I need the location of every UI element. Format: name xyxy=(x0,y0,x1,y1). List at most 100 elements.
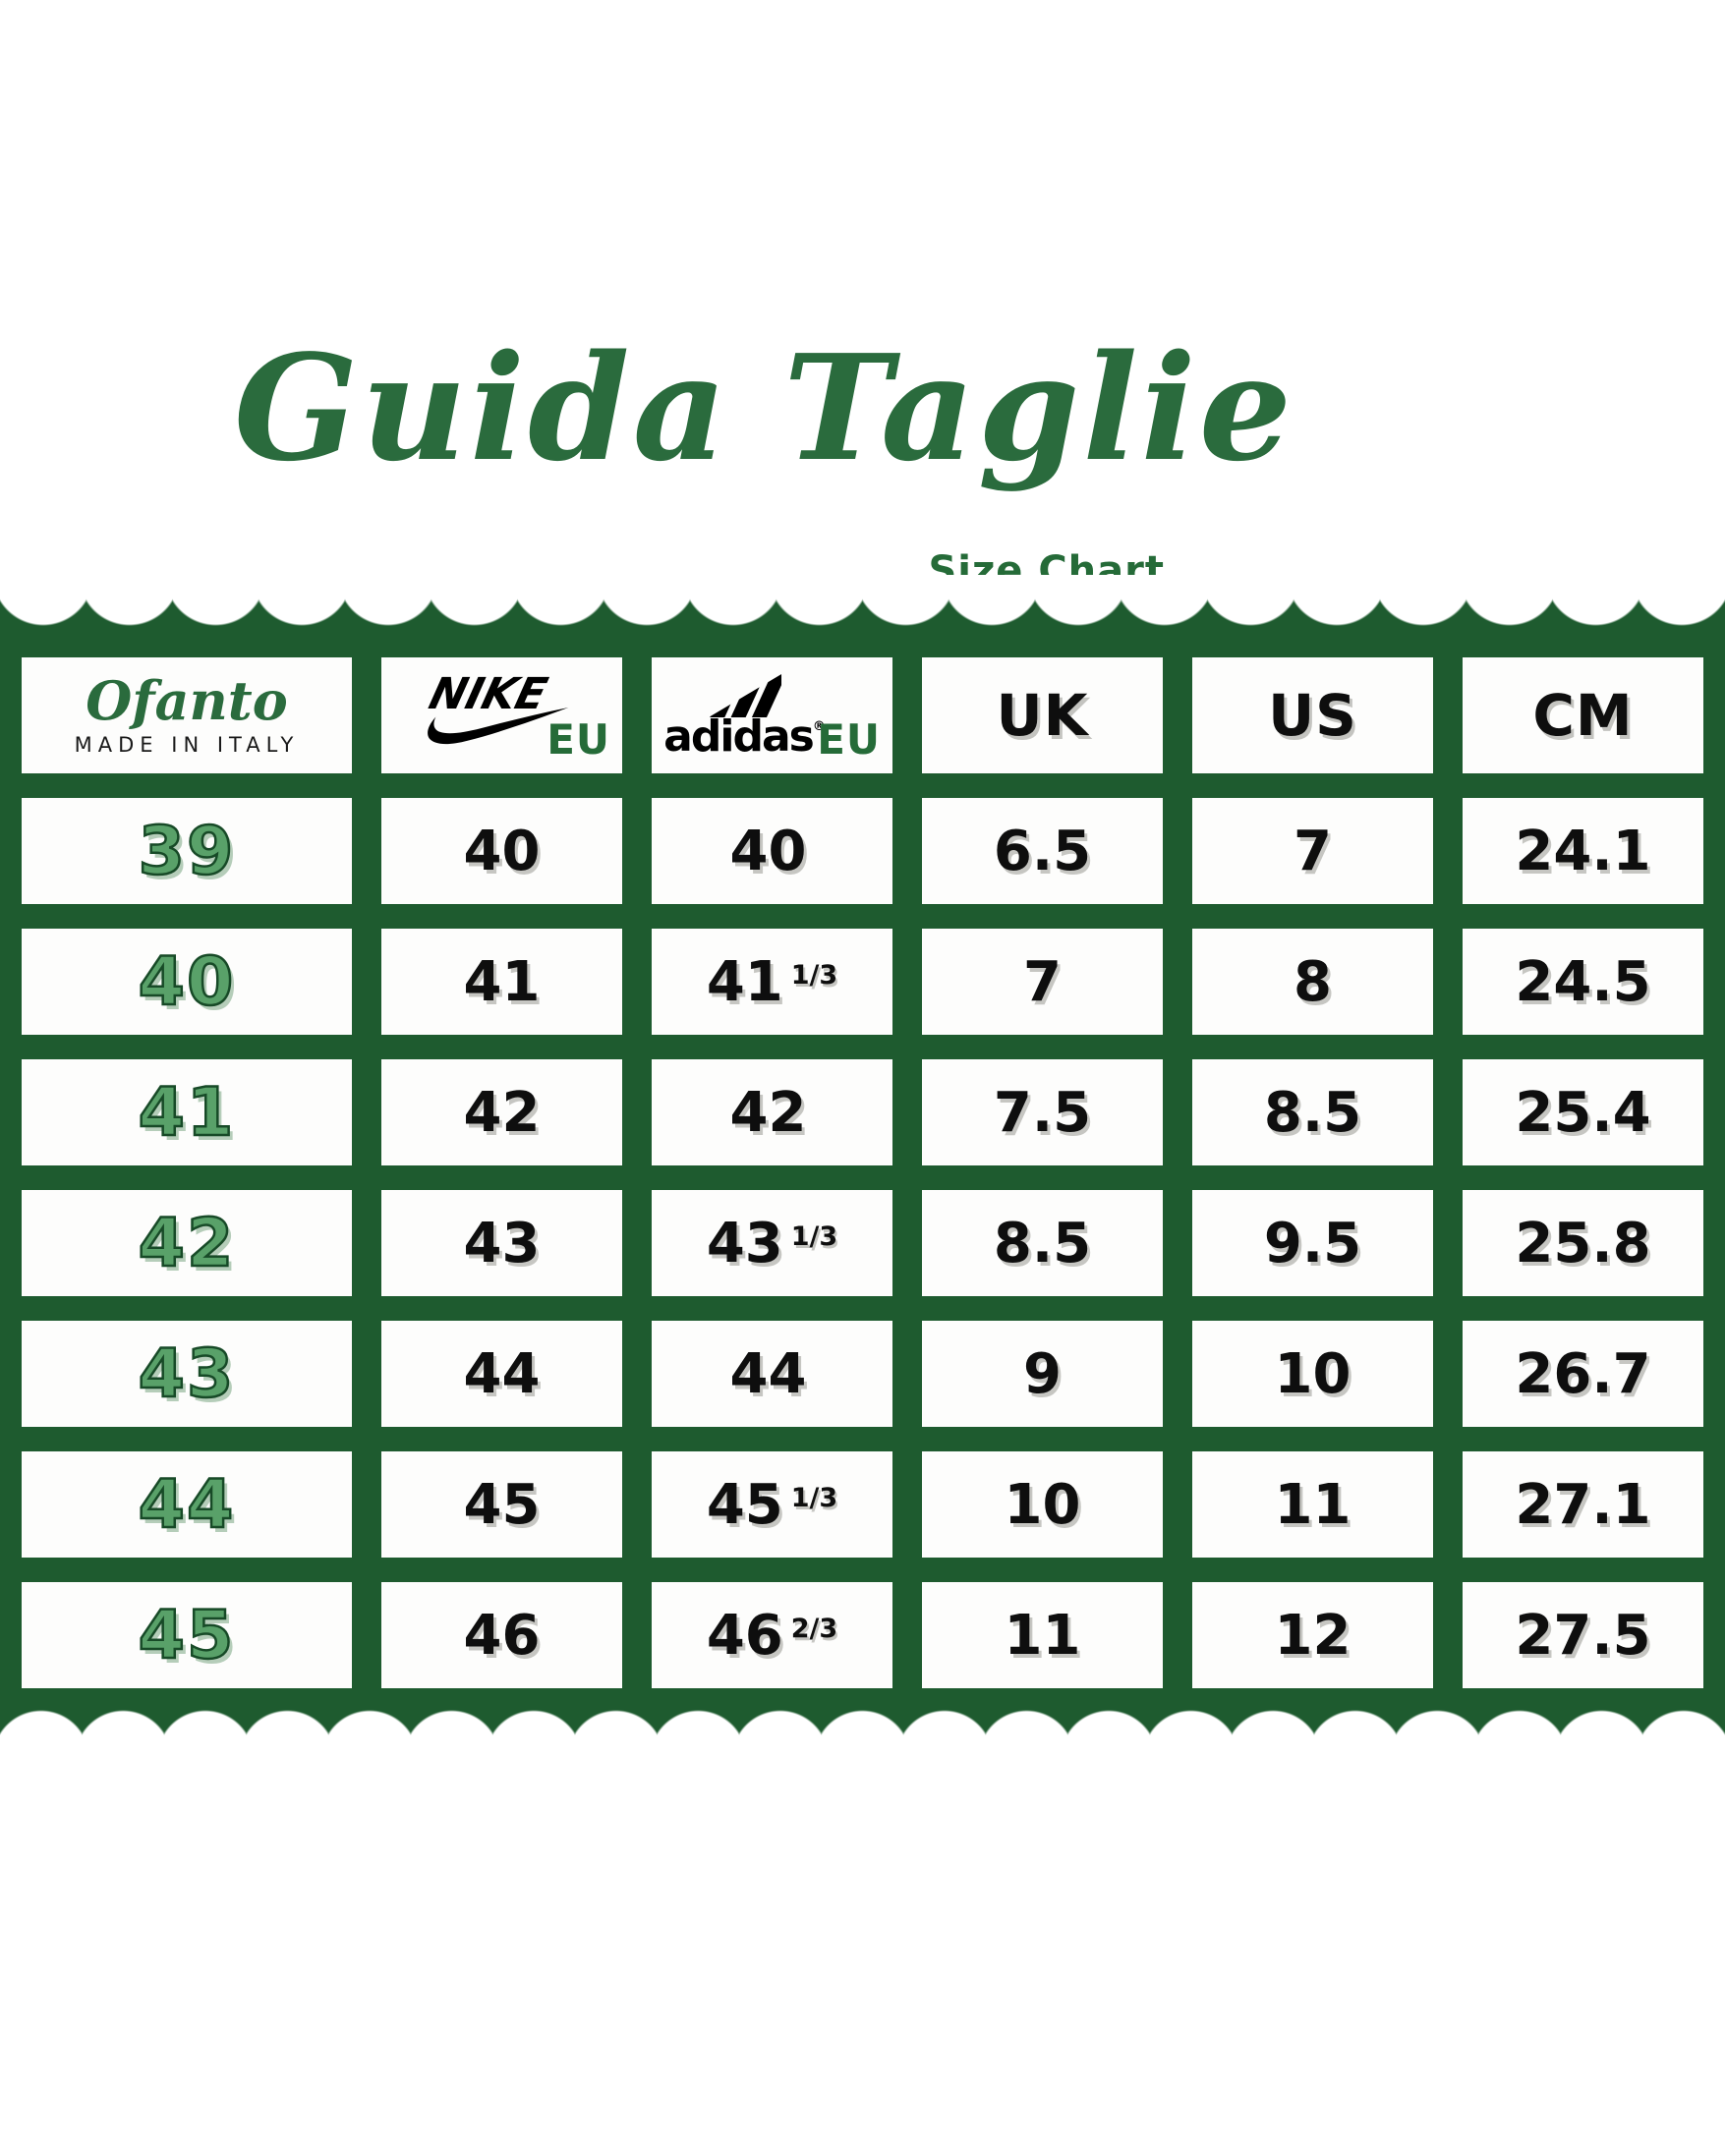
uk-header-cell: UK xyxy=(922,657,1163,773)
adidas-size-value: 44 xyxy=(729,1341,807,1406)
uk-size-cell: 10 xyxy=(922,1451,1163,1558)
nike-size-value: 43 xyxy=(463,1211,541,1276)
us-size-value: 9.5 xyxy=(1263,1211,1362,1276)
adidas-size-cell: 42 xyxy=(652,1059,892,1165)
brand-tagline: MADE IN ITALY xyxy=(74,733,300,757)
adidas-size-value: 42 xyxy=(729,1080,807,1145)
ofanto-size-value: 41 xyxy=(137,1072,236,1153)
adidas-performance-logo-icon xyxy=(709,674,781,718)
cm-column-header: CM xyxy=(1532,682,1634,749)
adidas-wordmark-wrap: adidas ® xyxy=(663,711,826,763)
adidas-size-cell: 45 1/3 xyxy=(652,1451,892,1558)
adidas-size-cell: 46 2/3 xyxy=(652,1582,892,1688)
nike-size-cell: 43 xyxy=(381,1190,622,1296)
us-size-value: 11 xyxy=(1274,1472,1351,1537)
nike-logo: NIKE xyxy=(411,669,568,751)
adidas-size-cell: 40 xyxy=(652,798,892,904)
uk-size-cell: 7.5 xyxy=(922,1059,1163,1165)
cm-size-value: 24.5 xyxy=(1515,949,1651,1014)
scallop-border-top xyxy=(0,575,1725,636)
nike-header-cell: NIKE EU xyxy=(381,657,622,773)
nike-size-value: 40 xyxy=(463,819,541,883)
cm-header-cell: CM xyxy=(1463,657,1703,773)
uk-size-value: 7 xyxy=(1023,949,1062,1014)
nike-size-cell: 41 xyxy=(381,929,622,1035)
us-size-cell: 10 xyxy=(1192,1321,1433,1427)
nike-size-cell: 45 xyxy=(381,1451,622,1558)
us-size-value: 7 xyxy=(1294,819,1332,883)
us-size-value: 10 xyxy=(1274,1341,1351,1406)
ofanto-size-cell: 40 xyxy=(22,929,352,1035)
ofanto-size-value: 42 xyxy=(137,1203,236,1283)
size-chart-panel: Ofanto MADE IN ITALY NIKE EU xyxy=(0,575,1725,1759)
adidas-size-value: 41 xyxy=(706,949,783,1014)
ofanto-size-value: 45 xyxy=(137,1595,236,1675)
adidas-size-cell: 43 1/3 xyxy=(652,1190,892,1296)
adidas-size-fraction: 1/3 xyxy=(790,1220,838,1252)
brand-logo: Ofanto MADE IN ITALY xyxy=(75,674,300,757)
adidas-size-value: 43 xyxy=(706,1211,783,1276)
ofanto-size-cell: 44 xyxy=(22,1451,352,1558)
adidas-size-fraction: 2/3 xyxy=(790,1613,838,1644)
adidas-registered-mark: ® xyxy=(812,719,826,735)
nike-size-value: 44 xyxy=(463,1341,541,1406)
uk-column-header: UK xyxy=(996,682,1089,749)
nike-swoosh-icon xyxy=(427,707,568,744)
us-header-cell: US xyxy=(1192,657,1433,773)
uk-size-value: 7.5 xyxy=(993,1080,1092,1145)
us-column-header: US xyxy=(1268,682,1357,749)
cm-size-value: 25.4 xyxy=(1515,1080,1651,1145)
nike-eu-label: EU xyxy=(546,715,610,764)
adidas-logo: adidas ® xyxy=(663,674,826,763)
ofanto-size-value: 43 xyxy=(137,1333,236,1414)
adidas-size-fraction: 1/3 xyxy=(790,959,838,991)
cm-size-cell: 24.5 xyxy=(1463,929,1703,1035)
us-size-value: 8.5 xyxy=(1263,1080,1362,1145)
nike-size-cell: 46 xyxy=(381,1582,622,1688)
cm-size-cell: 26.7 xyxy=(1463,1321,1703,1427)
us-size-value: 8 xyxy=(1294,949,1332,1014)
uk-size-value: 6.5 xyxy=(993,819,1092,883)
uk-size-value: 8.5 xyxy=(993,1211,1092,1276)
uk-size-cell: 11 xyxy=(922,1582,1163,1688)
adidas-size-value: 45 xyxy=(706,1472,783,1537)
ofanto-size-cell: 43 xyxy=(22,1321,352,1427)
adidas-size-cell: 41 1/3 xyxy=(652,929,892,1035)
nike-size-value: 41 xyxy=(463,949,541,1014)
cm-size-value: 26.7 xyxy=(1515,1341,1651,1406)
us-size-cell: 7 xyxy=(1192,798,1433,904)
us-size-cell: 9.5 xyxy=(1192,1190,1433,1296)
cm-size-value: 25.8 xyxy=(1515,1211,1651,1276)
nike-size-cell: 44 xyxy=(381,1321,622,1427)
ofanto-size-value: 40 xyxy=(137,941,236,1022)
adidas-size-fraction: 1/3 xyxy=(790,1482,838,1513)
adidas-size-cell: 44 xyxy=(652,1321,892,1427)
us-size-cell: 8.5 xyxy=(1192,1059,1433,1165)
us-size-cell: 11 xyxy=(1192,1451,1433,1558)
brand-header-cell: Ofanto MADE IN ITALY xyxy=(22,657,352,773)
ofanto-size-cell: 42 xyxy=(22,1190,352,1296)
uk-size-cell: 6.5 xyxy=(922,798,1163,904)
adidas-size-value: 40 xyxy=(729,819,807,883)
cm-size-value: 24.1 xyxy=(1515,819,1651,883)
uk-size-cell: 8.5 xyxy=(922,1190,1163,1296)
cm-size-value: 27.5 xyxy=(1515,1603,1651,1668)
nike-size-cell: 40 xyxy=(381,798,622,904)
size-table: Ofanto MADE IN ITALY NIKE EU xyxy=(22,636,1703,1688)
adidas-size-value: 46 xyxy=(706,1603,783,1668)
cm-size-cell: 27.1 xyxy=(1463,1451,1703,1558)
cm-size-cell: 27.5 xyxy=(1463,1582,1703,1688)
ofanto-size-value: 44 xyxy=(137,1464,236,1545)
adidas-wordmark: adidas xyxy=(663,711,815,763)
nike-size-value: 46 xyxy=(463,1603,541,1668)
cm-size-value: 27.1 xyxy=(1515,1472,1651,1537)
cm-size-cell: 24.1 xyxy=(1463,798,1703,904)
adidas-eu-label: EU xyxy=(817,715,881,764)
scallop-border-bottom xyxy=(0,1698,1725,1759)
ofanto-size-cell: 41 xyxy=(22,1059,352,1165)
nike-size-cell: 42 xyxy=(381,1059,622,1165)
ofanto-size-cell: 39 xyxy=(22,798,352,904)
cm-size-cell: 25.8 xyxy=(1463,1190,1703,1296)
adidas-header-cell: adidas ® EU xyxy=(652,657,892,773)
